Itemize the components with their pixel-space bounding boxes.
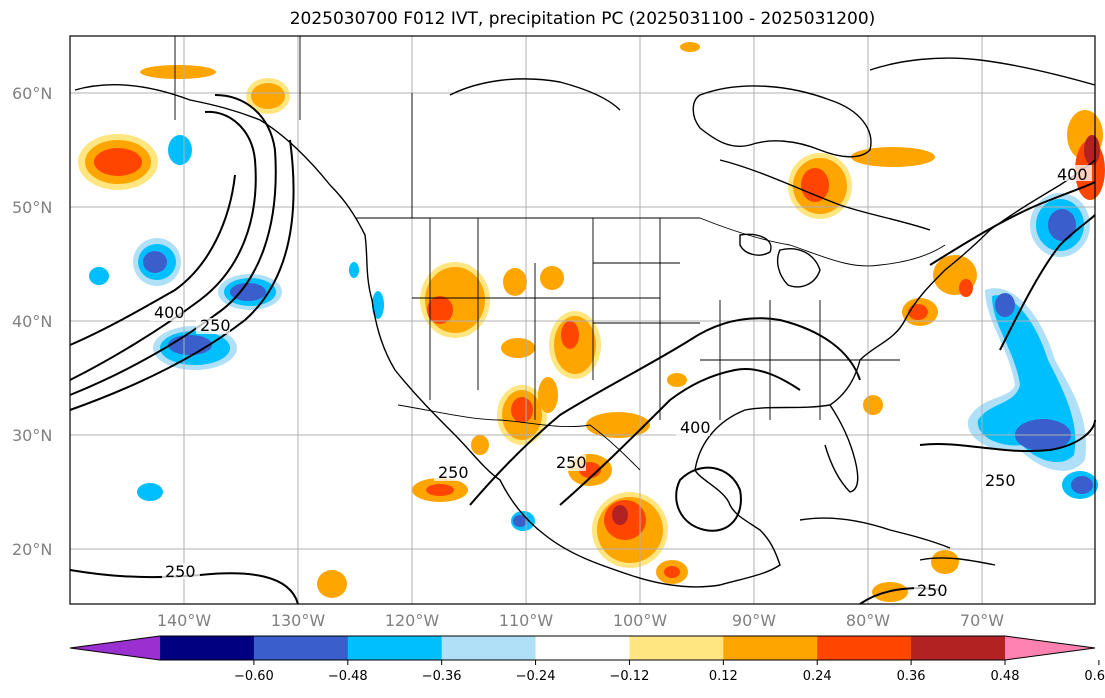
lat-label: 20°N bbox=[12, 540, 52, 559]
ivt-contour-250-pacific-outer bbox=[69, 139, 295, 411]
lon-label: 70°W bbox=[960, 611, 1004, 630]
lat-label: 30°N bbox=[12, 426, 52, 445]
lon-label: 90°W bbox=[732, 611, 776, 630]
colorbar-tick-label: −0.36 bbox=[422, 669, 462, 684]
precip-blob-pacific-blue bbox=[89, 135, 384, 501]
lon-label: 140°W bbox=[157, 611, 212, 630]
precip-blob-alaska-coast bbox=[140, 42, 700, 114]
lon-label: 100°W bbox=[613, 611, 668, 630]
map-title: 2025030700 F012 IVT, precipitation PC (2… bbox=[289, 9, 876, 29]
colorbar-tick-label: −0.24 bbox=[516, 669, 556, 684]
colorbar-segment bbox=[160, 636, 255, 660]
ivt-contour-250-pacific-inner bbox=[69, 94, 277, 396]
colorbar-segment bbox=[817, 636, 912, 660]
coastlines bbox=[74, 57, 1096, 588]
colorbar-segment bbox=[629, 636, 724, 660]
colorbar-tick-label: −0.48 bbox=[328, 669, 368, 684]
contour-label: 250 bbox=[165, 562, 196, 581]
colorbar-segment bbox=[535, 636, 630, 660]
lon-label: 110°W bbox=[499, 611, 554, 630]
contour-label-layer: 400 250 250 250 400 250 250 250 400 bbox=[150, 165, 1092, 600]
colorbar-tick-label: 0.36 bbox=[897, 669, 926, 684]
colorbar-segment bbox=[723, 636, 818, 660]
colorbar-outline bbox=[69, 635, 1096, 661]
lat-label: 40°N bbox=[12, 312, 52, 331]
lat-label: 60°N bbox=[12, 84, 52, 103]
contour-label: 250 bbox=[985, 471, 1016, 490]
colorbar: −0.60 −0.48 −0.36 −0.24 −0.12 0.12 0.24 0.36 0.4… bbox=[69, 635, 1105, 684]
colorbar-tick-label: −0.12 bbox=[610, 669, 650, 684]
contour-label: 400 bbox=[1057, 165, 1088, 184]
ivt-contour-400-pacific bbox=[69, 110, 257, 381]
contour-label: 400 bbox=[154, 303, 185, 322]
longitude-labels: 140°W 130°W 120°W 110°W 100°W 90°W 80°W … bbox=[157, 611, 1004, 630]
ivt-contour-400-gulf bbox=[559, 368, 801, 506]
lat-label: 50°N bbox=[12, 198, 52, 217]
colorbar-segment bbox=[441, 636, 537, 660]
colorbar-tick-label: 0.12 bbox=[709, 669, 738, 684]
lon-label: 130°W bbox=[271, 611, 326, 630]
colorbar-segment bbox=[253, 636, 349, 660]
precip-blob-atlantic bbox=[967, 193, 1098, 499]
colorbar-extend-min bbox=[70, 636, 160, 660]
precip-blob-great-basin bbox=[420, 262, 601, 379]
ivt-contour-400-ne bbox=[999, 214, 1096, 351]
contour-label: 250 bbox=[438, 463, 469, 482]
latitude-labels: 60°N 50°N 40°N 30°N 20°N bbox=[12, 84, 52, 559]
contour-label: 400 bbox=[680, 418, 711, 437]
lon-label: 80°W bbox=[846, 611, 890, 630]
map-frame bbox=[69, 35, 1096, 605]
colorbar-tick-label: 0.60 bbox=[1084, 669, 1105, 684]
colorbar-tick-label: 0.48 bbox=[991, 669, 1020, 684]
lon-label: 120°W bbox=[385, 611, 440, 630]
ivt-contour-400-inner bbox=[69, 174, 236, 346]
colorbar-segment bbox=[347, 636, 443, 660]
colorbar-segment bbox=[911, 636, 1006, 660]
ivt-contour-closed-gulf bbox=[675, 466, 742, 532]
ivt-contour-250-gulf bbox=[469, 317, 861, 506]
ivt-contour-250-ne bbox=[929, 181, 1096, 266]
precip-blob-pacific-nw bbox=[78, 134, 158, 190]
contour-label: 250 bbox=[556, 453, 587, 472]
ivt-contour-250-atlantic bbox=[919, 419, 1096, 453]
political-borders bbox=[174, 36, 946, 471]
colorbar-tick-label: 0.24 bbox=[803, 669, 832, 684]
colorbar-extend-max bbox=[1005, 636, 1095, 660]
colorbar-tick-label: −0.60 bbox=[234, 669, 274, 684]
contour-label: 250 bbox=[917, 581, 948, 600]
contour-label: 250 bbox=[200, 316, 231, 335]
